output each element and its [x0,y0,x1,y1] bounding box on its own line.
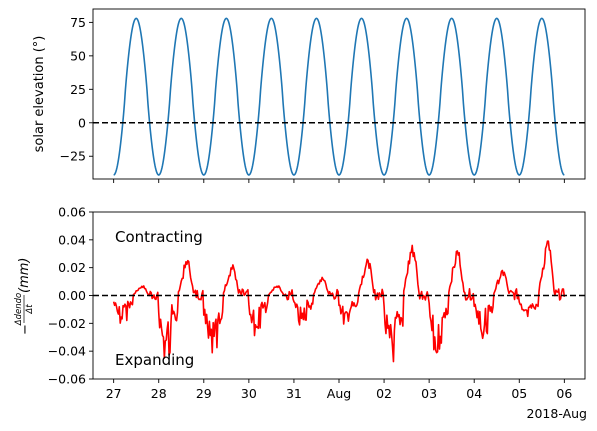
bottom-ytick-label: −0.06 [48,372,86,387]
top-ytick-label: 50 [70,48,86,63]
bottom-ytick-label: 0.00 [58,288,86,303]
top-ytick-label: −25 [60,149,86,164]
bottom-xtick-label: 03 [421,386,437,401]
bottom-panel: −0.06 −0.04 −0.02 0.00 0.02 0.04 0.06 27 28 29 30… [14,205,587,422]
bottom-ytick-label: 0.06 [58,205,86,220]
bottom-xtick-label: 30 [241,386,257,401]
bottom-xtick-label: Aug [327,386,351,401]
ylabel-minus: − [18,324,33,335]
top-ytick-label: 0 [78,115,86,130]
top-y-axis-label: solar elevation (°) [32,36,47,153]
top-yticks-layer: −25 0 25 50 75 [60,15,93,164]
x-axis-offset-label: 2018-Aug [527,406,587,421]
bottom-ytick-label: −0.04 [48,344,86,359]
bottom-axes-frame [92,211,586,380]
top-ytick-label: 25 [70,82,86,97]
bottom-xtick-label: 04 [466,386,482,401]
bottom-y-axis-label: − Δdendo Δt (mm) [14,258,35,335]
bottom-xtick-label: 06 [556,386,572,401]
bottom-ytick-label: 0.04 [58,232,86,247]
dendrometer-line [112,240,566,363]
solar-elevation-line [113,17,565,176]
top-xticks-layer [113,179,565,183]
bottom-xtick-label: 28 [151,386,167,401]
bottom-xtick-label: 27 [106,386,122,401]
top-ytick-label: 75 [70,15,86,30]
top-panel: −25 0 25 50 75 solar elevation (°) [32,8,586,183]
bottom-xtick-label: 02 [376,386,392,401]
bottom-xtick-label: 31 [286,386,302,401]
bottom-ytick-label: 0.02 [58,260,86,275]
bottom-yticks-layer: −0.06 −0.04 −0.02 0.00 0.02 0.04 0.06 [48,205,93,387]
bottom-ytick-label: −0.02 [48,316,86,331]
ylabel-denominator: Δt [25,304,35,315]
annotation-expanding: Expanding [115,351,194,369]
ylabel-units: (mm) [17,258,32,293]
solar-elevation-series-layer [113,17,565,176]
ylabel-numerator: Δdendo [14,293,24,326]
bottom-xtick-label: 05 [511,386,527,401]
bottom-xtick-label: 29 [196,386,212,401]
dendrometer-series-layer [112,240,566,363]
top-axes-frame [92,8,586,180]
bottom-xticks-layer: 27 28 29 30 31 Aug 02 03 04 05 06 [106,379,572,401]
annotation-contracting: Contracting [115,228,203,246]
